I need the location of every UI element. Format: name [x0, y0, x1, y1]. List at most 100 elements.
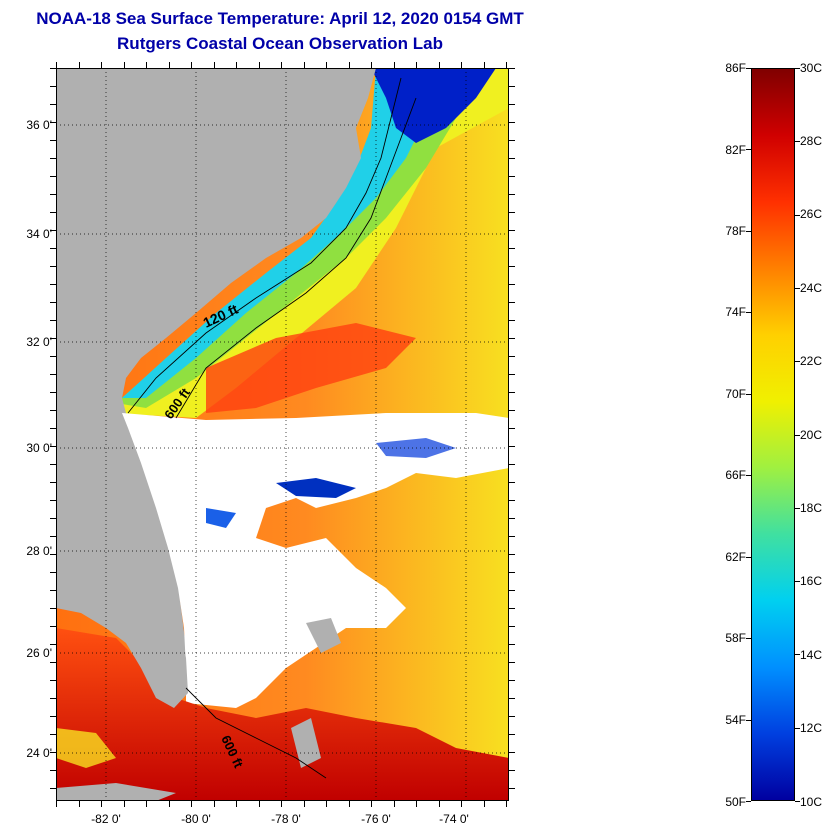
southern-warm-water — [56, 628, 509, 801]
map-tick — [509, 410, 515, 411]
map-tick — [50, 446, 56, 447]
map-tick — [509, 104, 515, 105]
lat-label-28: 28 0' — [26, 544, 52, 558]
land-bahamas-2 — [306, 618, 341, 653]
map-tick — [213, 62, 215, 68]
colorbar-f-label: 62F — [725, 550, 746, 564]
map-tick — [509, 698, 515, 699]
map-tick — [191, 62, 192, 68]
map-tick — [509, 680, 515, 681]
map-tick — [50, 752, 56, 753]
map-tick — [483, 62, 485, 68]
map-tick — [509, 482, 515, 483]
map-tick — [236, 801, 237, 807]
map-tick — [50, 68, 56, 69]
cold-patch-3 — [206, 508, 236, 528]
map-tick — [101, 62, 102, 68]
colorbar-c-label: 30C — [800, 61, 823, 75]
map-tick — [146, 801, 147, 807]
map-border — [56, 68, 509, 801]
colorbar-f-tick — [746, 719, 751, 721]
map-tick — [50, 230, 56, 231]
gulf-stream-red — [206, 323, 416, 413]
map-tick — [213, 801, 215, 807]
map-tick — [258, 62, 260, 68]
colorbar-f-tick — [746, 68, 751, 69]
map-tick — [50, 482, 56, 483]
map-tick — [50, 590, 56, 591]
southern-yellow-streak — [56, 728, 116, 768]
map-tick — [50, 392, 56, 393]
map-tick — [50, 104, 56, 105]
map-tick — [168, 801, 170, 807]
colorbar-f-label: 74F — [725, 305, 746, 319]
map-tick — [509, 428, 515, 429]
colorbar-f-label: 78F — [725, 224, 746, 238]
colorbar-c-label: 26C — [800, 207, 823, 221]
map-tick — [509, 302, 515, 303]
map-tick — [50, 176, 56, 177]
colorbar-f-label: 66F — [725, 468, 746, 482]
map-tick — [326, 62, 327, 68]
map-tick — [50, 284, 56, 285]
map-tick — [483, 801, 485, 807]
sst-map-image: 120 ft 600 ft 600 ft — [56, 68, 509, 801]
colorbar-c-label: 22C — [800, 354, 823, 368]
map-tick — [191, 801, 192, 807]
map-tick — [50, 518, 56, 519]
map-tick — [50, 266, 56, 267]
map-tick — [50, 608, 56, 609]
colorbar-f-tick — [746, 393, 751, 395]
map-tick — [509, 590, 515, 591]
map-tick — [509, 212, 515, 213]
map-tick — [146, 62, 147, 68]
map-tick — [509, 500, 515, 501]
map-tick — [509, 572, 515, 573]
colorbar-c-tick — [795, 727, 800, 729]
map-tick — [50, 86, 56, 87]
cold-water-north — [371, 68, 496, 143]
map-tick — [50, 428, 56, 429]
map-tick — [50, 212, 56, 213]
map-tick — [509, 752, 515, 753]
map-tick — [509, 140, 515, 141]
map-tick — [509, 374, 515, 375]
lat-label-26: 26 0' — [26, 646, 52, 660]
map-tick — [509, 644, 515, 645]
map-tick — [509, 518, 515, 519]
colorbar-f-tick — [746, 801, 751, 802]
map-tick — [123, 801, 125, 807]
contour-600ft-south — [185, 687, 327, 779]
map-tick — [393, 62, 395, 68]
map-tick — [509, 248, 515, 249]
colorbar-c-tick — [795, 141, 800, 143]
colorbar-c-label: 24C — [800, 281, 823, 295]
map-tick — [78, 62, 80, 68]
map-tick — [438, 62, 440, 68]
map-tick — [50, 716, 56, 717]
map-tick — [50, 194, 56, 195]
colorbar-c-tick — [795, 287, 800, 289]
colorbar-c-label: 10C — [800, 795, 823, 809]
lat-label-34: 34 0' — [26, 227, 52, 241]
colorbar-f-tick — [746, 556, 751, 558]
land-cuba-edge — [56, 783, 176, 801]
map-tick — [461, 801, 462, 807]
map-tick — [50, 248, 56, 249]
colorbar-c-label: 12C — [800, 721, 823, 735]
colorbar-c-label: 28C — [800, 134, 823, 148]
lat-label-36: 36 0' — [26, 118, 52, 132]
map-tick — [509, 536, 515, 537]
map-tick — [461, 62, 462, 68]
map-tick — [50, 320, 56, 321]
map-tick — [50, 788, 56, 789]
colorbar-f-label: 82F — [725, 143, 746, 157]
map-tick — [50, 536, 56, 537]
land-florida — [56, 483, 188, 708]
map-tick — [509, 266, 515, 267]
map-tick — [509, 788, 515, 789]
map-tick — [371, 801, 372, 807]
map-tick — [50, 626, 56, 627]
map-tick — [509, 464, 515, 465]
map-tick — [509, 392, 515, 393]
